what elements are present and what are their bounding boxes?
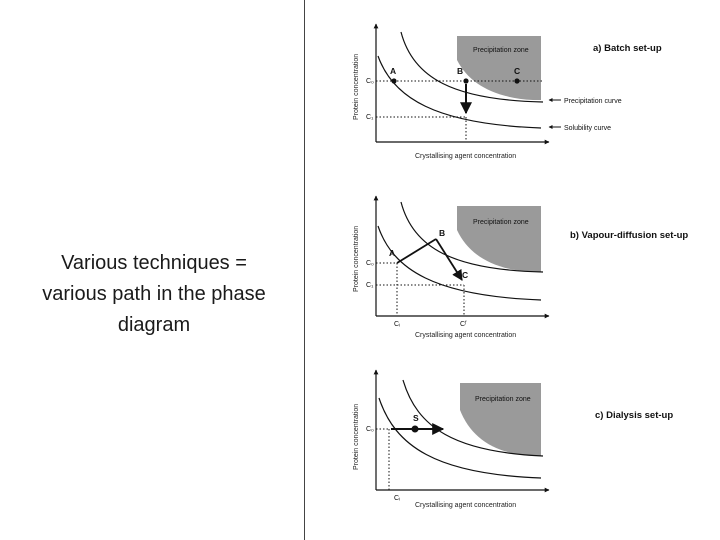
slide-caption: Various techniques = various path in the… — [20, 248, 288, 341]
panel-title-b: b) Vapour-diffusion set-up — [570, 230, 688, 241]
panel-c: Precipitation zone C₀ Cᵢ S Crystallising… — [353, 369, 673, 509]
label-b: B — [439, 228, 445, 238]
y-tick-c1: C₁ — [366, 114, 374, 121]
panel-b: Precipitation zone C₀ C₁ Cᵢ Cᶠ A B C Cry… — [353, 195, 688, 339]
precipitation-curve — [400, 201, 544, 273]
point-a — [391, 78, 397, 84]
point-s — [411, 425, 419, 433]
precipitation-zone — [457, 36, 541, 100]
solubility-curve-label: Solubility curve — [564, 125, 611, 132]
y-axis-label: Protein concentration — [353, 54, 360, 120]
solubility-curve — [377, 225, 542, 301]
solubility-curve — [377, 55, 542, 129]
y-tick-c0: C₀ — [366, 78, 374, 85]
caption-line-2: various path in the phase — [42, 283, 266, 305]
precipitation-zone — [460, 383, 541, 456]
precipitation-zone-label: Precipitation zone — [473, 47, 529, 54]
point-c — [514, 78, 520, 84]
point-b — [463, 78, 469, 84]
precipitation-zone-label: Precipitation zone — [473, 219, 529, 226]
panel-a: Precipitation zone C₀ C₁ A B C Crystalli… — [353, 23, 662, 160]
y-axis-label: Protein concentration — [353, 226, 360, 292]
x-tick-ci: Cᵢ — [394, 321, 400, 328]
caption-line-1: Various techniques = — [61, 252, 247, 274]
precipitation-curve-label: Precipitation curve — [564, 98, 622, 105]
precipitation-curve — [400, 31, 544, 103]
precipitation-zone — [457, 206, 541, 272]
phase-diagram-figure: Precipitation zone C₀ C₁ A B C Crystalli… — [304, 0, 720, 540]
label-a: A — [390, 66, 396, 76]
path-b-to-c — [435, 238, 463, 281]
solubility-curve — [378, 397, 542, 479]
precipitation-zone-label: Precipitation zone — [475, 396, 531, 403]
y-tick-c1: C₁ — [366, 282, 374, 289]
x-axis-label: Crystallising agent concentration — [415, 153, 516, 160]
x-axis-label: Crystallising agent concentration — [415, 332, 516, 339]
panel-title-a: a) Batch set-up — [593, 43, 662, 54]
y-axis-label: Protein concentration — [353, 404, 360, 470]
label-a: A — [389, 248, 395, 258]
x-tick-ci: Cᵢ — [394, 495, 400, 502]
y-tick-c0: C₀ — [366, 426, 374, 433]
label-c: C — [462, 270, 468, 280]
y-tick-c0: C₀ — [366, 260, 374, 267]
path-a-to-b — [396, 238, 437, 264]
x-axis-label: Crystallising agent concentration — [415, 502, 516, 509]
caption-line-3: diagram — [117, 314, 191, 336]
phase-diagram-svg: Precipitation zone C₀ C₁ A B C Crystalli… — [353, 23, 688, 509]
precipitation-curve — [402, 379, 544, 457]
label-c: C — [514, 66, 520, 76]
label-s: S — [413, 413, 419, 423]
label-b: B — [457, 66, 463, 76]
panel-title-c: c) Dialysis set-up — [595, 410, 673, 421]
x-tick-cf: Cᶠ — [460, 321, 467, 328]
